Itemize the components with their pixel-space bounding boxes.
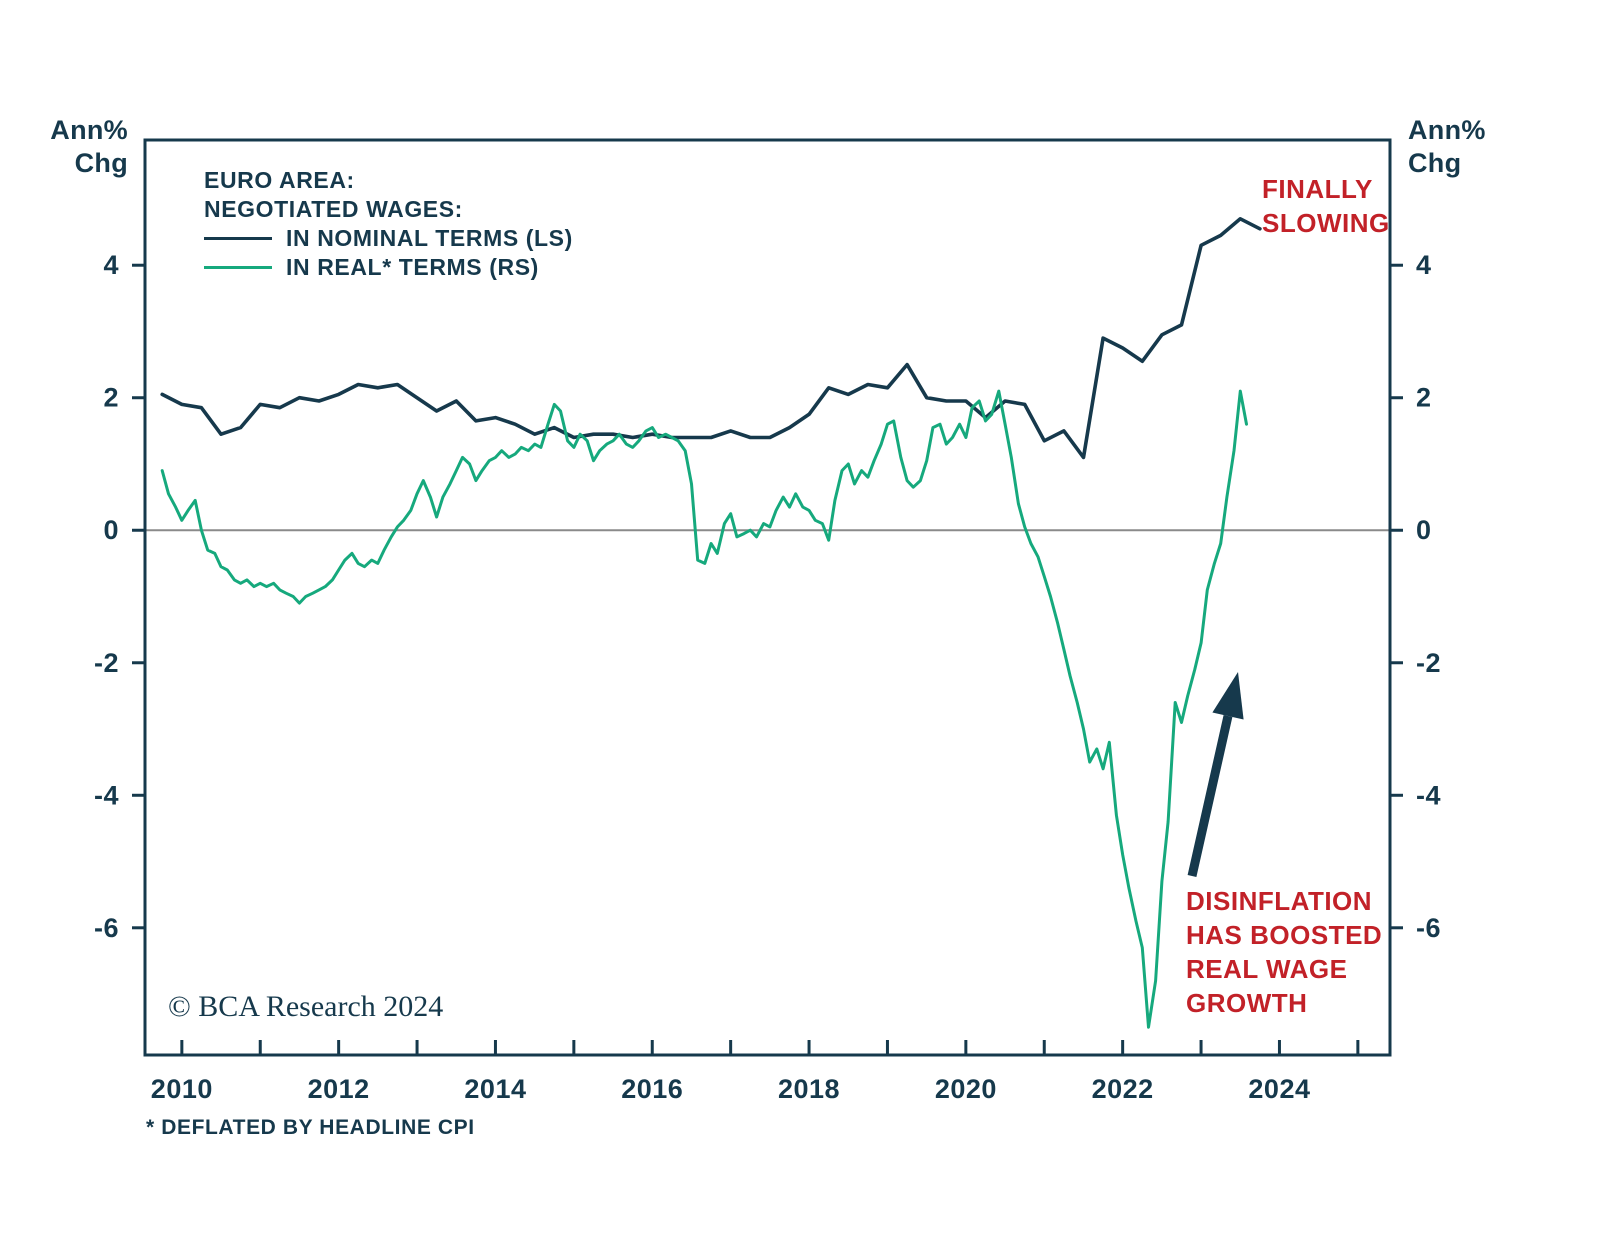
legend-title-text-1: EURO AREA: [204, 167, 355, 193]
svg-text:-6: -6 [1416, 913, 1441, 943]
svg-text:-6: -6 [94, 913, 119, 943]
svg-text:2010: 2010 [151, 1074, 213, 1104]
svg-text:4: 4 [103, 250, 119, 280]
svg-text:2018: 2018 [778, 1074, 840, 1104]
legend-title-text-2: NEGOTIATED WAGES: [204, 196, 463, 222]
svg-text:2: 2 [1416, 383, 1432, 413]
svg-text:2: 2 [103, 383, 119, 413]
legend-item-real: IN REAL* TERMS (RS) [204, 253, 573, 282]
real-line-swatch [204, 266, 272, 269]
svg-text:2020: 2020 [935, 1074, 997, 1104]
legend-label-nominal: IN NOMINAL TERMS (LS) [286, 225, 573, 251]
svg-text:2014: 2014 [464, 1074, 526, 1104]
svg-text:0: 0 [1416, 515, 1432, 545]
legend-title-line-1: EURO AREA: [204, 166, 573, 195]
svg-text:2012: 2012 [308, 1074, 370, 1104]
svg-text:4: 4 [1416, 250, 1432, 280]
svg-text:-4: -4 [94, 780, 119, 810]
left-axis-unit-label: Ann% Chg [50, 115, 128, 178]
legend-title-line-2: NEGOTIATED WAGES: [204, 195, 573, 224]
svg-text:-2: -2 [94, 648, 119, 678]
svg-text:0: 0 [103, 515, 119, 545]
copyright-notice: © BCA Research 2024 [168, 990, 444, 1023]
legend-label-real: IN REAL* TERMS (RS) [286, 254, 539, 280]
footnote: * DEFLATED BY HEADLINE CPI [146, 1116, 475, 1139]
svg-text:2024: 2024 [1248, 1074, 1310, 1104]
y-axis-ticks: 4 4 2 2 0 0 -2 -2 -4 -4 -6 -6 [94, 250, 1441, 943]
legend: EURO AREA: NEGOTIATED WAGES: IN NOMINAL … [204, 166, 573, 282]
svg-text:2016: 2016 [621, 1074, 683, 1104]
right-axis-unit-label: Ann% Chg [1408, 115, 1486, 178]
real-wages-line [160, 389, 1248, 1029]
annotation-finally-slowing: FINALLY SLOWING [1262, 174, 1390, 238]
plot-frame [143, 138, 1392, 1057]
x-axis-ticks: 2010 2012 2014 2016 2018 2020 2022 2024 [151, 1040, 1360, 1104]
nominal-wages-line [160, 217, 1262, 460]
svg-text:2022: 2022 [1092, 1074, 1154, 1104]
svg-text:-4: -4 [1416, 780, 1441, 810]
svg-text:-2: -2 [1416, 648, 1441, 678]
up-arrow-annotation [1187, 672, 1244, 877]
annotation-disinflation: DISINFLATION HAS BOOSTED REAL WAGE GROWT… [1186, 886, 1383, 1018]
legend-item-nominal: IN NOMINAL TERMS (LS) [204, 224, 573, 253]
nominal-line-swatch [204, 237, 272, 240]
